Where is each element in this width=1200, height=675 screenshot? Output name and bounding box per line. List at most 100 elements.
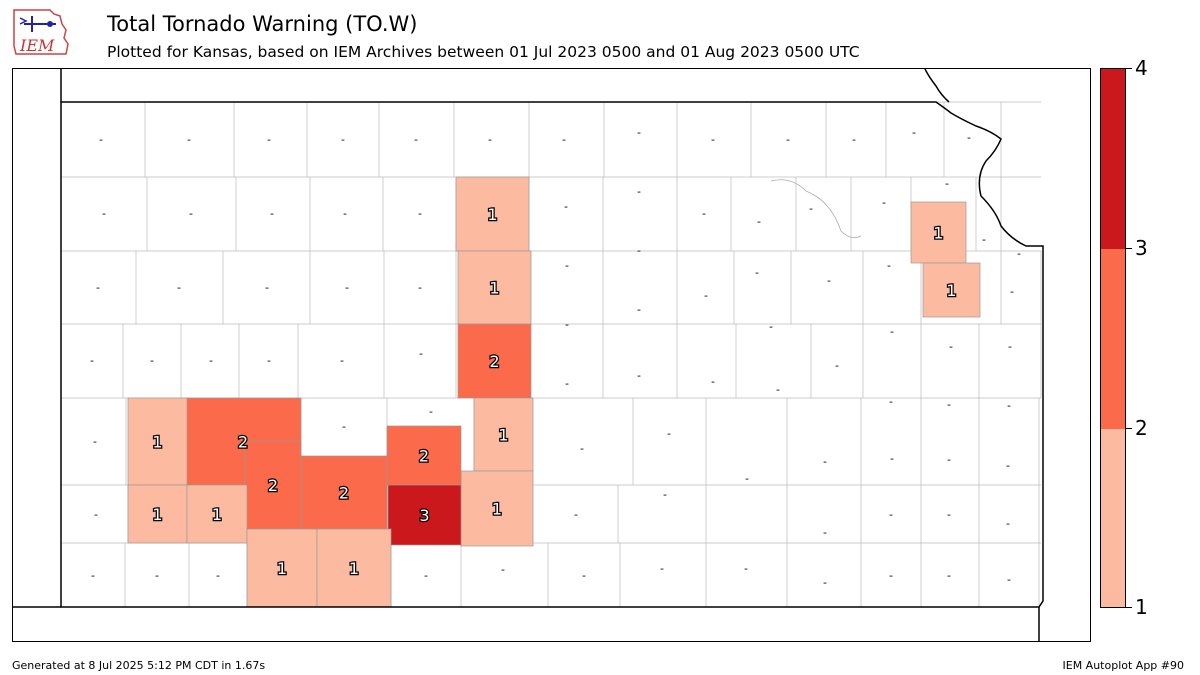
- neighbor-border: [924, 69, 950, 103]
- chart-subtitle: Plotted for Kansas, based on IEM Archive…: [107, 43, 860, 61]
- empty-county-marker: -: [155, 569, 159, 582]
- colorbar-label-2: 2: [1135, 416, 1148, 440]
- county-fill: [387, 484, 462, 546]
- warned-counties: [127, 176, 981, 608]
- county-value-label: 2: [339, 484, 349, 503]
- empty-county-marker: -: [660, 562, 664, 575]
- county-value-label: 1: [492, 500, 502, 519]
- county-value-label: 3: [419, 506, 429, 525]
- empty-county-marker: -: [823, 576, 827, 589]
- colorbar-tick: [1126, 248, 1132, 249]
- empty-county-marker: -: [565, 318, 569, 331]
- empty-county-marker: -: [982, 233, 986, 246]
- empty-county-marker: -: [418, 281, 422, 294]
- empty-county-marker: -: [216, 569, 220, 582]
- county-value-label: 1: [212, 505, 222, 524]
- empty-county-marker: -: [429, 405, 433, 418]
- empty-county-marker: -: [744, 562, 748, 575]
- empty-county-marker: -: [345, 281, 349, 294]
- county-fill: [186, 484, 248, 544]
- empty-county-marker: -: [637, 185, 641, 198]
- empty-county-marker: -: [949, 340, 953, 353]
- county-value-label: 2: [238, 433, 248, 452]
- county-fill: [473, 397, 534, 472]
- empty-county-marker: -: [827, 274, 831, 287]
- empty-county-marker: -: [189, 207, 193, 220]
- reservoir: [770, 179, 862, 239]
- empty-county-marker: -: [1007, 399, 1011, 412]
- empty-county-marker: -: [947, 508, 951, 521]
- empty-county-marker: -: [267, 133, 271, 146]
- empty-county-marker: -: [663, 488, 667, 501]
- logo-text: IEM: [19, 36, 55, 55]
- colorbar-segment-3: [1101, 69, 1125, 249]
- empty-county-marker: -: [419, 347, 423, 360]
- county-fill: [246, 528, 318, 608]
- empty-county-marker: -: [343, 207, 347, 220]
- empty-county-marker: -: [1006, 517, 1010, 530]
- county-value-label: 2: [489, 352, 499, 371]
- empty-county-marker: -: [637, 126, 641, 139]
- empty-county-marker: -: [711, 375, 715, 388]
- map-frame: - - - - - - - - - - - - - - - - - - - - - - - - - - - - - - - - - - - - - - - -…: [12, 68, 1091, 642]
- empty-county-marker: -: [1008, 340, 1012, 353]
- empty-county-marker: -: [947, 453, 951, 466]
- generated-timestamp: Generated at 8 Jul 2025 5:12 PM CDT in 1…: [12, 659, 266, 672]
- county-fill: [455, 176, 530, 252]
- county-fill: [244, 440, 302, 530]
- empty-county-marker: -: [270, 207, 274, 220]
- empty-county-marker: -: [102, 207, 106, 220]
- county-fill: [460, 470, 534, 547]
- iem-logo: IEM: [10, 6, 72, 58]
- empty-county-marker: -: [967, 131, 971, 144]
- county-value-label: 1: [349, 559, 359, 578]
- county-fill: [300, 455, 388, 530]
- county-fill: [127, 484, 188, 544]
- empty-county-marker: -: [209, 354, 213, 367]
- county-value-label: 1: [489, 279, 499, 298]
- empty-county-marker: -: [94, 508, 98, 521]
- empty-county-marker: -: [99, 133, 103, 146]
- empty-county-markers: - - - - - - - - - - - - - - - - - - - - - - - - - - - - - - - - - - - - - - - -…: [90, 126, 1021, 589]
- empty-county-marker: -: [90, 354, 94, 367]
- colorbar-tick: [1126, 68, 1132, 69]
- empty-county-marker: -: [1006, 459, 1010, 472]
- colorbar-label-4: 4: [1135, 56, 1148, 80]
- empty-county-marker: -: [574, 508, 578, 521]
- county-value-label: 2: [419, 447, 429, 466]
- empty-county-marker: -: [1017, 247, 1021, 260]
- empty-county-marker: -: [488, 133, 492, 146]
- kansas-outline: [60, 101, 1044, 608]
- empty-county-marker: -: [702, 207, 706, 220]
- empty-county-marker: -: [745, 472, 749, 485]
- county-value-label: 1: [498, 426, 508, 445]
- empty-county-marker: -: [769, 320, 773, 333]
- empty-county-marker: -: [947, 569, 951, 582]
- empty-county-marker: -: [945, 177, 949, 190]
- county-value-label: 1: [946, 281, 956, 300]
- empty-county-marker: -: [1007, 573, 1011, 586]
- empty-county-marker: -: [637, 369, 641, 382]
- colorbar: [1100, 68, 1126, 608]
- empty-county-marker: -: [418, 207, 422, 220]
- empty-county-marker: -: [809, 202, 813, 215]
- empty-county-marker: -: [823, 526, 827, 539]
- empty-county-marker: -: [96, 281, 100, 294]
- empty-county-marker: -: [889, 569, 893, 582]
- empty-county-marker: -: [757, 215, 761, 228]
- empty-county-marker: -: [776, 383, 780, 396]
- empty-county-marker: -: [637, 303, 641, 316]
- county-value-label: 1: [487, 205, 497, 224]
- app-credit: IEM Autoplot App #90: [1062, 659, 1185, 672]
- empty-county-marker: -: [887, 259, 891, 272]
- empty-county-marker: -: [565, 377, 569, 390]
- empty-county-marker: -: [711, 133, 715, 146]
- empty-county-marker: -: [637, 244, 641, 257]
- empty-county-marker: -: [342, 420, 346, 433]
- county-value-labels: 1 1 2 1 1 1 1 2 2 2 1 1 2 3 1 1 1: [151, 204, 958, 580]
- county-value-label: 1: [152, 433, 162, 452]
- empty-county-marker: -: [912, 126, 916, 139]
- empty-county-marker: -: [414, 133, 418, 146]
- empty-county-marker: -: [889, 395, 893, 408]
- county-fill: [910, 201, 967, 264]
